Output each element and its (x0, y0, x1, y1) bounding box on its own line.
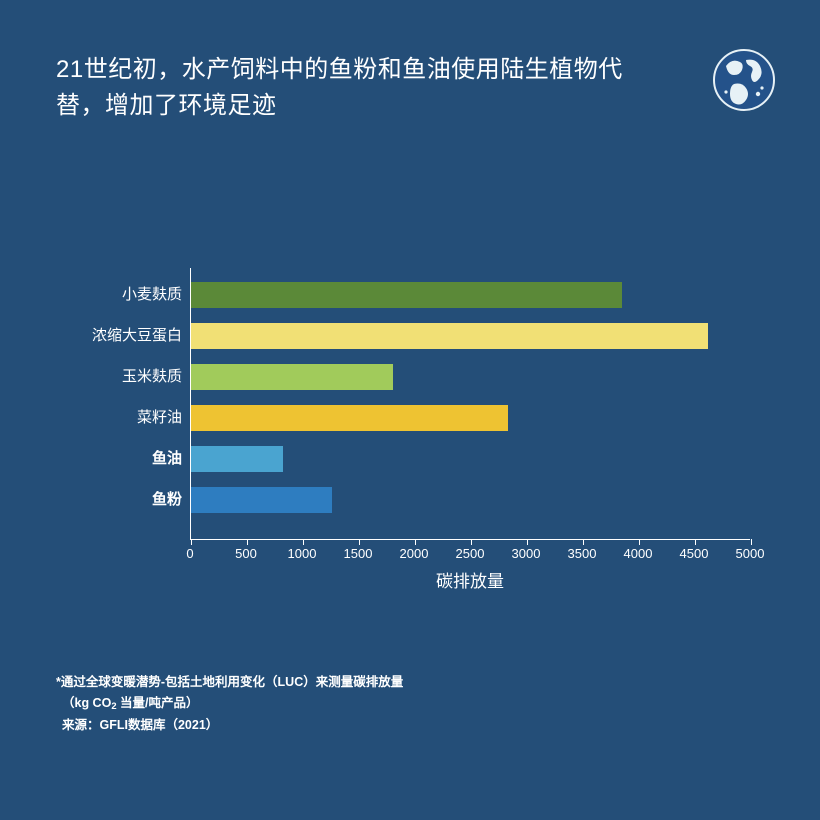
bar (191, 405, 508, 431)
x-tick (247, 539, 248, 545)
bar (191, 487, 332, 513)
category-label: 鱼粉 (10, 487, 182, 513)
bar (191, 364, 393, 390)
x-tick-label: 3000 (512, 546, 541, 561)
x-tick (751, 539, 752, 545)
category-label: 鱼油 (10, 446, 182, 472)
bar (191, 282, 622, 308)
bars-container (191, 268, 750, 539)
x-tick-label: 2500 (456, 546, 485, 561)
footnote-line-2: （kg CO2 当量/吨产品） (56, 693, 403, 715)
title-line-1: 21世纪初，水产饲料中的鱼粉和鱼油使用陆生植物代 (56, 56, 623, 83)
category-label: 玉米麸质 (10, 364, 182, 390)
category-label: 浓缩大豆蛋白 (10, 323, 182, 349)
plot-area (190, 268, 750, 540)
x-tick-label: 5000 (736, 546, 765, 561)
x-tick-label: 0 (186, 546, 193, 561)
x-tick-label: 3500 (568, 546, 597, 561)
x-tick (583, 539, 584, 545)
x-tick (639, 539, 640, 545)
bar (191, 323, 708, 349)
page-title: 21世纪初，水产饲料中的鱼粉和鱼油使用陆生植物代 替，增加了环境足迹 (56, 52, 710, 124)
x-tick-label: 500 (235, 546, 257, 561)
globe-logo-icon (712, 48, 776, 112)
category-labels: 小麦麸质浓缩大豆蛋白玉米麸质菜籽油鱼油鱼粉 (10, 268, 182, 540)
x-axis-title: 碳排放量 (190, 567, 750, 592)
x-ticks (191, 539, 750, 545)
x-tick (415, 539, 416, 545)
title-line-2: 替，增加了环境足迹 (56, 92, 277, 119)
x-tick (191, 539, 192, 545)
x-tick (359, 539, 360, 545)
category-label: 小麦麸质 (10, 282, 182, 308)
bar (191, 446, 283, 472)
page-header: 21世纪初，水产饲料中的鱼粉和鱼油使用陆生植物代 替，增加了环境足迹 (56, 52, 710, 124)
footnote-source: 来源：GFLI数据库（2021） (56, 715, 403, 736)
x-tick (527, 539, 528, 545)
x-tick-label: 1000 (288, 546, 317, 561)
category-label: 菜籽油 (10, 405, 182, 431)
x-tick-label: 4000 (624, 546, 653, 561)
footnote: *通过全球变暖潜势-包括土地利用变化（LUC）来测量碳排放量 （kg CO2 当… (56, 672, 403, 736)
bar-chart: 小麦麸质浓缩大豆蛋白玉米麸质菜籽油鱼油鱼粉 050010001500200025… (190, 268, 750, 578)
footnote-line-1: *通过全球变暖潜势-包括土地利用变化（LUC）来测量碳排放量 (56, 672, 403, 693)
x-tick-label: 2000 (400, 546, 429, 561)
x-tick (471, 539, 472, 545)
x-tick (695, 539, 696, 545)
x-tick (303, 539, 304, 545)
x-tick-label: 4500 (680, 546, 709, 561)
x-tick-label: 1500 (344, 546, 373, 561)
x-tick-labels: 0500100015002000250030003500400045005000 (190, 546, 750, 564)
